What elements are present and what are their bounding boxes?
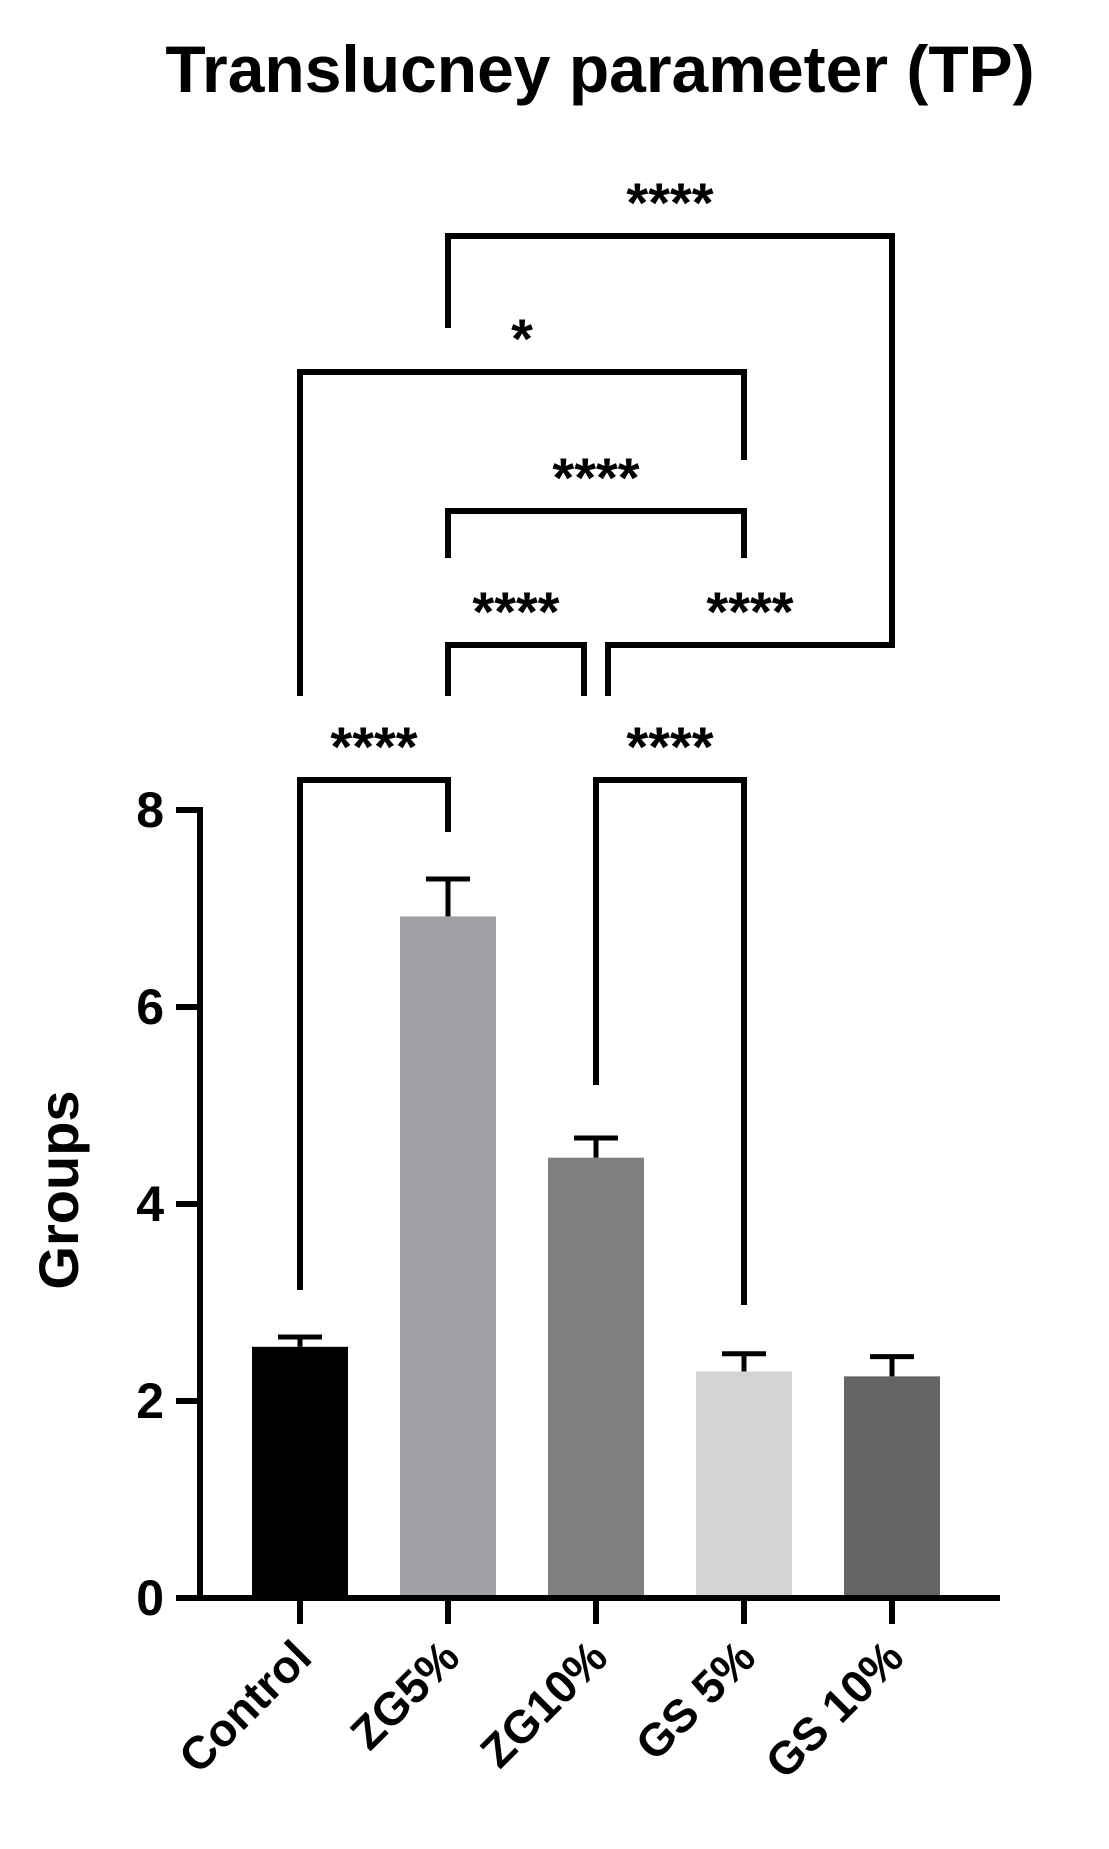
significance-label-4: ****	[552, 446, 639, 509]
significance-bracket-6	[445, 233, 895, 605]
x-tick-label-4: GS 10%	[755, 1630, 913, 1788]
y-tick-label-4: 8	[136, 782, 164, 838]
bar-1	[400, 916, 496, 1598]
significance-group: **** ******** *************	[297, 171, 895, 1305]
error-bars-group	[278, 876, 914, 1377]
x-tick-label-3: GS 5%	[625, 1630, 765, 1770]
bar-2	[548, 1157, 644, 1598]
significance-bracket-4	[445, 508, 747, 558]
bar-3	[696, 1371, 792, 1598]
y-tick-label-0: 0	[136, 1570, 164, 1626]
x-tick-label-2: ZG10%	[470, 1630, 617, 1777]
significance-label-6: ****	[626, 171, 713, 234]
x-ticks-group: Control ZG5% ZG10% GS 5%GS 10%	[169, 1598, 913, 1788]
bar-4	[844, 1376, 940, 1598]
y-tick-label-1: 2	[136, 1373, 164, 1429]
significance-label-5: *	[511, 307, 533, 370]
significance-bracket-1	[593, 777, 747, 1305]
y-ticks-group: 0 2 4 6 8	[136, 782, 200, 1626]
bars-group	[252, 916, 940, 1598]
significance-label-3: ****	[706, 580, 793, 643]
y-axis-label: Groups	[27, 1090, 90, 1289]
x-tick-label-1: ZG5%	[340, 1630, 469, 1759]
significance-bracket-0	[297, 777, 451, 1290]
significance-bracket-2	[445, 642, 587, 696]
chart-title: Translucney parameter (TP)	[165, 32, 1034, 106]
significance-bracket-5	[297, 369, 747, 696]
x-tick-label-0: Control	[169, 1630, 321, 1782]
significance-label-0: ****	[330, 715, 417, 778]
bar-0	[252, 1346, 348, 1598]
significance-label-1: ****	[626, 715, 713, 778]
significance-label-2: ****	[472, 580, 559, 643]
y-tick-label-2: 4	[136, 1176, 164, 1232]
significance-bracket-3	[605, 605, 895, 696]
y-tick-label-3: 6	[136, 979, 164, 1035]
